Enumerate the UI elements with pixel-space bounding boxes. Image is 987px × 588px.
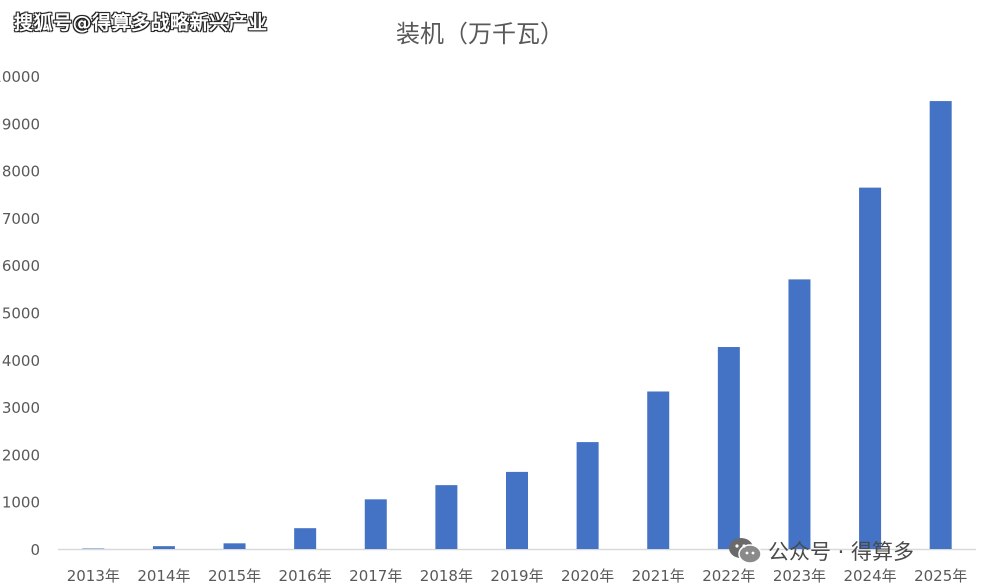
bar	[506, 471, 528, 549]
x-tick-label: 2019年	[490, 567, 543, 585]
y-tick-label: 6000	[2, 257, 40, 275]
x-axis-labels: 2013年 2014年 2015年 2016年 2017年 2018年 2019年 2020年…	[67, 567, 968, 585]
watermark-bottom: 公众号 · 得算多	[728, 536, 914, 566]
y-tick-label: 0	[30, 541, 40, 559]
y-tick-label: 3000	[2, 399, 40, 417]
y-tick-label: 2000	[2, 446, 40, 464]
bar	[152, 546, 175, 549]
x-tick-label: 2018年	[420, 567, 473, 585]
x-tick-label: 2024年	[843, 567, 896, 585]
x-tick-label: 2013年	[67, 567, 120, 585]
bar	[435, 485, 458, 549]
x-tick-label: 2025年	[914, 567, 967, 585]
bar	[223, 543, 246, 549]
x-tick-label: 2021年	[632, 567, 685, 585]
y-tick-label: 9000	[2, 115, 40, 133]
bar	[576, 442, 599, 549]
bar	[647, 391, 670, 549]
x-tick-label: 2023年	[773, 567, 826, 585]
x-tick-label: 2022年	[702, 567, 755, 585]
x-tick-label: 2020年	[561, 567, 614, 585]
bar	[294, 528, 317, 549]
wechat-icon	[729, 538, 762, 564]
y-tick-label: 7000	[2, 210, 40, 228]
bar	[929, 101, 952, 549]
bar	[364, 499, 387, 549]
chart-title: 装机（万千瓦）	[396, 20, 564, 48]
bar	[859, 187, 882, 550]
y-tick-label: 10000	[0, 68, 40, 86]
x-tick-label: 2014年	[137, 567, 190, 585]
bar	[717, 347, 740, 549]
x-tick-label: 2017年	[349, 567, 402, 585]
bar	[788, 279, 811, 549]
y-tick-label: 5000	[2, 305, 40, 323]
x-tick-label: 2015年	[208, 567, 261, 585]
y-tick-label: 4000	[2, 352, 40, 370]
watermark-bottom-text: 公众号 · 得算多	[768, 540, 915, 564]
y-axis-labels: 0 1000 2000 3000 4000 5000 6000 7000 8000 9000 100…	[0, 68, 40, 559]
y-tick-label: 8000	[2, 163, 40, 181]
y-tick-label: 1000	[2, 494, 40, 512]
watermark-top: 搜狐号@得算多战略新兴产业	[14, 12, 268, 34]
bars	[82, 101, 952, 550]
x-tick-label: 2016年	[279, 567, 332, 585]
